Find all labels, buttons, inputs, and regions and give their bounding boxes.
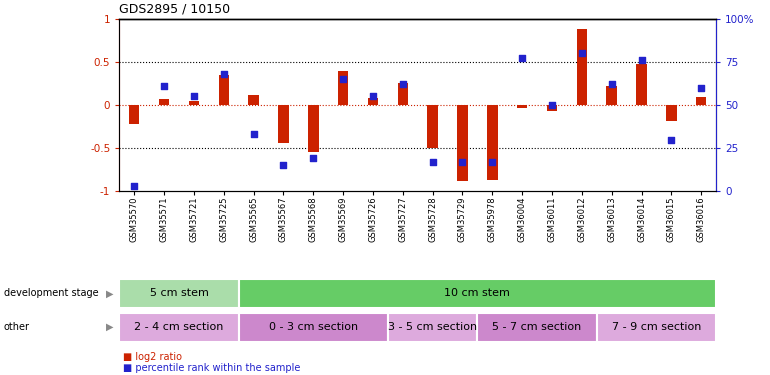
Point [635, 57, 648, 63]
Bar [547, 105, 557, 111]
Bar [427, 105, 438, 148]
Bar [666, 105, 677, 120]
Bar [696, 97, 706, 105]
Bar [278, 105, 289, 143]
Text: 0 - 3 cm section: 0 - 3 cm section [269, 321, 358, 332]
Text: ■ percentile rank within the sample: ■ percentile rank within the sample [123, 363, 300, 373]
Point [576, 50, 588, 56]
Bar [388, 313, 477, 342]
Text: 7 - 9 cm section: 7 - 9 cm section [611, 321, 701, 332]
Point [188, 93, 200, 99]
Point [397, 81, 409, 87]
Point [307, 156, 320, 162]
Text: ▶: ▶ [106, 288, 114, 298]
Point [337, 76, 350, 82]
Bar [119, 279, 239, 308]
Bar [239, 279, 716, 308]
Point [128, 183, 140, 189]
Bar [308, 105, 319, 153]
Point [158, 83, 170, 89]
Point [247, 131, 259, 137]
Point [277, 162, 290, 168]
Text: development stage: development stage [4, 288, 99, 298]
Point [367, 93, 379, 99]
Bar [249, 94, 259, 105]
Bar [397, 84, 408, 105]
Text: 3 - 5 cm section: 3 - 5 cm section [388, 321, 477, 332]
Text: GDS2895 / 10150: GDS2895 / 10150 [119, 2, 230, 15]
Bar [597, 313, 716, 342]
Bar [368, 98, 378, 105]
Point [516, 56, 528, 62]
Bar [577, 29, 587, 105]
Point [486, 159, 498, 165]
Point [457, 159, 469, 165]
Bar [477, 313, 597, 342]
Bar [219, 75, 229, 105]
Bar [119, 313, 239, 342]
Bar [129, 105, 139, 124]
Bar [517, 105, 527, 108]
Text: 2 - 4 cm section: 2 - 4 cm section [134, 321, 224, 332]
Text: 5 cm stem: 5 cm stem [149, 288, 209, 298]
Point [665, 136, 678, 142]
Bar [487, 105, 497, 180]
Point [218, 71, 230, 77]
Bar [338, 70, 348, 105]
Bar [159, 99, 169, 105]
Text: 5 - 7 cm section: 5 - 7 cm section [493, 321, 581, 332]
Point [695, 85, 708, 91]
Bar [189, 101, 199, 105]
Bar [607, 86, 617, 105]
Text: other: other [4, 322, 30, 332]
Text: ▶: ▶ [106, 322, 114, 332]
Text: 10 cm stem: 10 cm stem [444, 288, 511, 298]
Bar [636, 64, 647, 105]
Text: ■ log2 ratio: ■ log2 ratio [123, 352, 182, 362]
Bar [457, 105, 467, 181]
Point [427, 159, 439, 165]
Bar [239, 313, 388, 342]
Point [546, 102, 558, 108]
Point [605, 81, 618, 87]
